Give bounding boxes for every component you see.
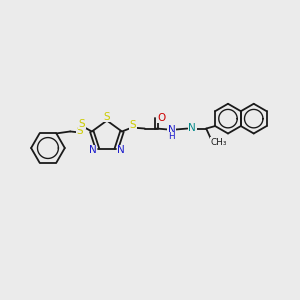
Text: S: S — [130, 120, 136, 130]
Text: N: N — [117, 145, 125, 155]
Text: CH₃: CH₃ — [211, 138, 227, 147]
Text: S: S — [77, 127, 83, 136]
Text: N: N — [89, 145, 97, 155]
Text: N: N — [168, 124, 176, 134]
Text: H: H — [168, 132, 175, 141]
Text: S: S — [103, 112, 110, 122]
Text: O: O — [158, 112, 166, 123]
Text: N: N — [188, 122, 196, 133]
Text: S: S — [79, 118, 85, 129]
